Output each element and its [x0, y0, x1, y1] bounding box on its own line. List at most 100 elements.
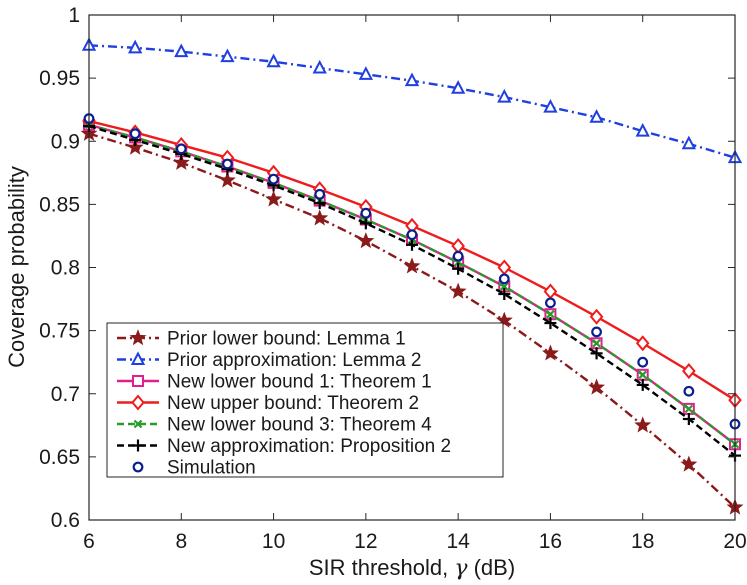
data-point [638, 370, 647, 380]
data-point [498, 288, 511, 301]
data-point [635, 122, 650, 137]
data-point [495, 311, 513, 328]
data-point [127, 39, 143, 54]
y-tick-label: 1 [68, 4, 80, 27]
legend-entry: Prior approximation: Lemma 2 [117, 350, 422, 371]
data-point [541, 344, 559, 361]
y-tick-label: 0.85 [39, 193, 80, 216]
legend-entry: New upper bound: Theorem 2 [117, 393, 419, 414]
data-point [404, 72, 420, 87]
x-tick-label: 14 [446, 530, 470, 553]
data-point [268, 173, 279, 185]
x-tick-label: 20 [723, 530, 746, 553]
data-point [590, 347, 603, 360]
legend-entry: New lower bound 3: Theorem 4 [117, 415, 432, 436]
legend-label: New upper bound: Theorem 2 [167, 393, 419, 414]
data-point [129, 128, 141, 140]
y-tick-label: 0.65 [39, 446, 80, 469]
data-point [175, 143, 187, 155]
data-point [497, 88, 512, 103]
y-axis-label: Coverage probability [4, 166, 29, 368]
x-tick-label: 8 [175, 530, 187, 553]
x-tick-label: 6 [83, 530, 95, 553]
data-point [220, 48, 235, 63]
y-tick-label: 0.95 [39, 67, 80, 90]
data-point [589, 308, 604, 325]
data-point [683, 385, 695, 397]
legend-label: Simulation [167, 458, 256, 479]
data-point [452, 250, 464, 262]
data-point [406, 238, 418, 251]
legend-marker [132, 461, 144, 473]
data-point [357, 232, 375, 249]
y-tick-label: 0.9 [51, 130, 80, 153]
y-tick-label: 0.7 [51, 383, 80, 406]
y-tick-label: 0.75 [39, 320, 80, 343]
data-point [452, 262, 465, 275]
data-point [450, 80, 466, 94]
legend-entry: New lower bound 1: Theorem 1 [117, 372, 432, 393]
data-point [591, 326, 602, 338]
legend-box [106, 322, 504, 478]
data-point [543, 99, 558, 113]
data-point [406, 229, 418, 241]
data-point [314, 188, 326, 200]
data-point [403, 257, 421, 274]
y-tick-label: 0.8 [51, 257, 80, 280]
data-point [680, 455, 698, 472]
legend-entry: New approximation: Proposition 2 [117, 436, 451, 457]
data-point [684, 404, 694, 414]
data-point [634, 416, 652, 433]
legend-label: New lower bound 3: Theorem 4 [167, 415, 432, 436]
data-point [544, 317, 557, 330]
legend-marker [132, 439, 144, 452]
data-point [174, 43, 189, 58]
data-point [498, 273, 510, 285]
legend-entry: Simulation [132, 458, 256, 479]
legend-label: New approximation: Proposition 2 [167, 436, 451, 457]
data-point [311, 209, 329, 226]
data-point [589, 109, 604, 123]
data-point [266, 53, 281, 68]
x-tick-label: 10 [262, 530, 285, 553]
data-point [636, 378, 649, 391]
x-tick-label: 12 [354, 530, 377, 553]
data-point [358, 66, 374, 80]
data-point [265, 190, 283, 207]
legend-marker [131, 394, 145, 411]
x-axis-label: SIR threshold, γ (dB) [309, 555, 515, 581]
data-point [126, 138, 144, 155]
data-point [500, 282, 509, 291]
data-point [218, 171, 236, 188]
data-point [359, 217, 372, 230]
legend-label: Prior approximation: Lemma 2 [167, 350, 422, 371]
legend-marker [129, 329, 147, 346]
data-point [172, 153, 190, 170]
data-point [222, 158, 233, 170]
legend-label: Prior lower bound: Lemma 1 [167, 329, 406, 350]
data-point [635, 335, 650, 352]
series-simulation [83, 113, 741, 430]
y-tick-label: 0.6 [51, 509, 80, 532]
data-point [592, 338, 601, 348]
data-point [682, 362, 696, 380]
data-point [545, 297, 556, 309]
data-point [312, 59, 327, 74]
legend-entry: Prior lower bound: Lemma 1 [117, 329, 406, 350]
data-point [360, 207, 372, 219]
x-tick-label: 16 [539, 530, 562, 553]
legend-marker [132, 375, 144, 387]
legend-marker [133, 419, 143, 429]
legend-marker [130, 351, 146, 365]
data-point [546, 309, 555, 319]
data-point [681, 135, 697, 150]
data-point [449, 282, 467, 299]
data-point [588, 378, 606, 395]
data-point [682, 413, 695, 425]
series-new-approximation-proposition-2 [83, 120, 741, 462]
series-prior-lower-bound-lemma-1 [80, 124, 744, 515]
x-tick-label: 18 [631, 530, 654, 553]
legend-label: New lower bound 1: Theorem 1 [167, 372, 432, 393]
data-point [637, 356, 649, 368]
